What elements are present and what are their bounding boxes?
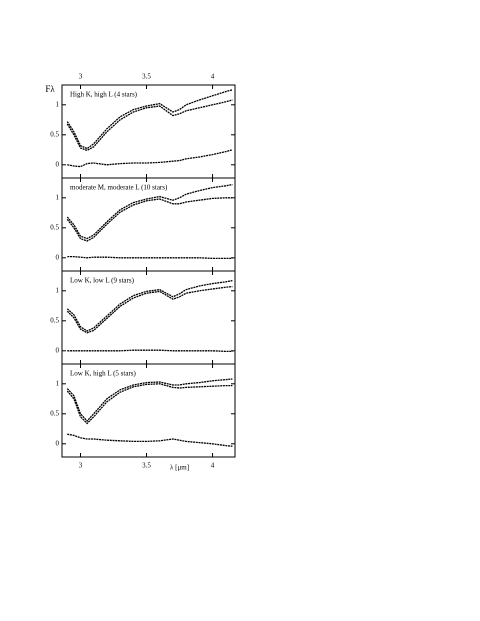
y-tick-label: 0.5 — [50, 409, 59, 417]
panel-label: moderate M, moderate L (10 stars) — [70, 184, 168, 192]
y-axis-label: Fλ — [45, 84, 55, 94]
spectrum-line — [66, 89, 233, 150]
x-tick-label: 3.5 — [142, 462, 151, 470]
x-tick-label: 4 — [211, 462, 215, 470]
y-tick-label: 1 — [56, 100, 60, 108]
panel-frame — [61, 177, 236, 272]
spectrum-line — [66, 378, 233, 422]
spectrum-line — [67, 433, 233, 447]
panel-frame — [61, 84, 236, 179]
y-tick-label: 0.5 — [50, 316, 59, 324]
y-tick-label: 1 — [56, 286, 60, 294]
y-tick-label: 1 — [56, 379, 60, 387]
x-axis-label: λ [μm] — [170, 464, 189, 472]
y-tick-label: 1 — [56, 193, 60, 201]
panel-label: Low K, high L (5 stars) — [70, 370, 137, 378]
spectrum-line — [67, 255, 233, 260]
panel-frame — [61, 363, 236, 458]
spectrum-line — [66, 285, 233, 334]
spectrum-line — [66, 197, 233, 242]
y-tick-label: 0 — [56, 160, 60, 168]
y-tick-label: 0.5 — [50, 130, 59, 138]
spectrum-line — [66, 383, 233, 425]
x-tick-label: 4 — [211, 73, 215, 81]
y-tick-label: 0 — [56, 346, 60, 354]
y-tick-label: 0.5 — [50, 223, 59, 231]
x-tick-label: 3 — [79, 462, 83, 470]
spectrum-line — [67, 149, 233, 168]
panel-label: High K, high L (4 stars) — [70, 91, 138, 99]
spectrum-line — [66, 279, 233, 332]
spectrum-line — [66, 99, 233, 152]
panel-label: Low K, low L (9 stars) — [70, 277, 135, 285]
y-tick-label: 0 — [56, 253, 60, 261]
x-tick-label: 3 — [79, 73, 83, 81]
spectrum-line — [66, 183, 233, 240]
x-tick-label: 3.5 — [142, 73, 151, 81]
spectrum-line — [67, 349, 233, 353]
y-tick-label: 0 — [56, 439, 60, 447]
